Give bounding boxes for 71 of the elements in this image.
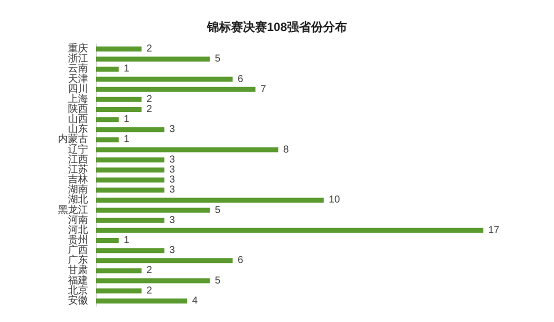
data-label: 3 bbox=[169, 154, 176, 166]
y-tick-label: 贵州 bbox=[68, 234, 88, 246]
bar bbox=[96, 127, 164, 132]
y-tick-label: 安徽 bbox=[68, 294, 88, 306]
data-label: 1 bbox=[124, 235, 130, 246]
y-tick-label: 江苏 bbox=[68, 163, 88, 176]
data-label: 10 bbox=[328, 194, 340, 206]
bar bbox=[96, 56, 210, 62]
data-label: 8 bbox=[283, 144, 290, 156]
y-tick-label: 内蒙古 bbox=[58, 133, 88, 146]
bar bbox=[96, 167, 164, 172]
y-tick-label: 天津 bbox=[68, 72, 88, 85]
bar bbox=[96, 46, 142, 52]
data-label: 5 bbox=[214, 54, 221, 65]
y-tick-label: 陕西 bbox=[68, 103, 88, 115]
bar bbox=[96, 258, 233, 264]
bar bbox=[96, 178, 164, 183]
bar bbox=[96, 137, 119, 142]
bar bbox=[96, 198, 324, 203]
data-label: 3 bbox=[169, 214, 176, 226]
data-label: 3 bbox=[169, 174, 176, 186]
data-label: 3 bbox=[169, 245, 176, 256]
data-label: 2 bbox=[146, 104, 153, 115]
data-label: 1 bbox=[124, 64, 130, 75]
y-tick-label: 云南 bbox=[68, 62, 88, 75]
bar bbox=[96, 208, 210, 213]
y-tick-label: 北京 bbox=[68, 284, 88, 296]
data-label: 5 bbox=[214, 204, 221, 216]
y-tick-label: 江西 bbox=[68, 153, 88, 166]
bar bbox=[96, 278, 210, 284]
data-label: 2 bbox=[146, 44, 153, 55]
data-label: 1 bbox=[124, 114, 130, 126]
bar bbox=[96, 117, 119, 122]
y-tick-label: 辽宁 bbox=[68, 143, 88, 156]
data-label: 17 bbox=[488, 224, 500, 236]
data-label: 7 bbox=[260, 84, 266, 95]
bar bbox=[96, 288, 142, 294]
data-label: 2 bbox=[146, 94, 153, 105]
y-tick-label: 河北 bbox=[68, 224, 88, 236]
y-tick-label: 湖北 bbox=[68, 194, 88, 206]
data-label: 3 bbox=[169, 124, 176, 136]
bar bbox=[96, 248, 164, 254]
y-tick-label: 福建 bbox=[68, 274, 88, 286]
y-tick-label: 上海 bbox=[68, 92, 88, 105]
bar bbox=[96, 86, 256, 92]
y-tick-label: 甘肃 bbox=[68, 264, 88, 276]
bar bbox=[96, 96, 142, 102]
data-label: 5 bbox=[214, 275, 221, 286]
data-label: 3 bbox=[169, 184, 176, 196]
bar bbox=[96, 188, 164, 193]
bar bbox=[96, 66, 119, 72]
bar bbox=[96, 298, 188, 304]
chart-title: 锦标赛决赛108强省份分布 bbox=[206, 20, 348, 34]
data-label: 2 bbox=[146, 265, 153, 276]
data-label: 6 bbox=[238, 255, 244, 266]
bar bbox=[96, 157, 164, 162]
bar bbox=[96, 107, 142, 112]
y-tick-label: 四川 bbox=[68, 82, 88, 95]
bar bbox=[96, 228, 484, 233]
bar bbox=[96, 268, 142, 274]
data-label: 4 bbox=[192, 295, 198, 306]
data-label: 6 bbox=[238, 74, 244, 85]
bar bbox=[96, 218, 164, 223]
bar bbox=[96, 147, 278, 152]
y-tick-label: 黑龙江 bbox=[58, 204, 88, 216]
data-label: 3 bbox=[169, 164, 176, 176]
bar bbox=[96, 238, 119, 243]
bar bbox=[96, 76, 233, 82]
data-label: 2 bbox=[146, 285, 153, 296]
y-tick-label: 河南 bbox=[68, 214, 88, 226]
data-label: 1 bbox=[124, 134, 130, 146]
